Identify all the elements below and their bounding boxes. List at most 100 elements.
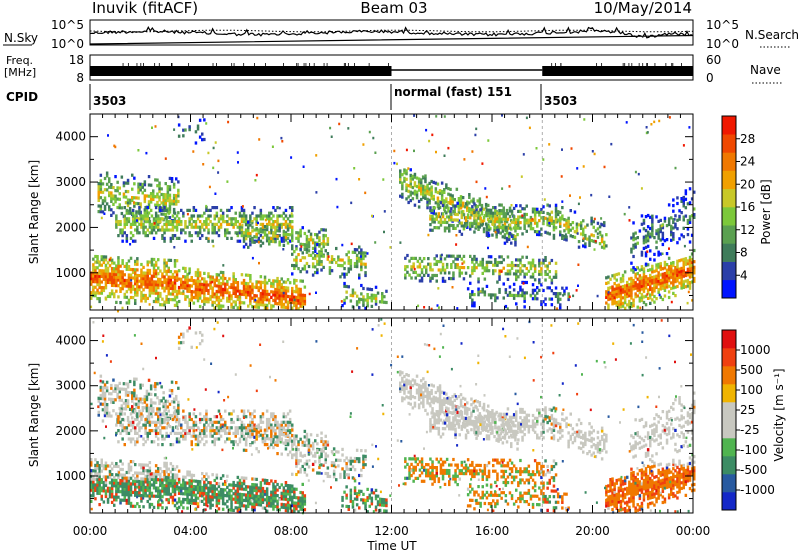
data-cell <box>236 295 240 299</box>
data-cell <box>596 232 599 235</box>
data-cell <box>320 228 323 232</box>
data-cell <box>194 293 198 297</box>
data-cell <box>247 485 250 489</box>
data-cell <box>519 272 522 276</box>
data-cell <box>230 217 233 221</box>
data-cell <box>628 294 631 298</box>
data-cell <box>203 222 206 226</box>
data-cell <box>146 274 149 278</box>
data-cell <box>508 285 512 289</box>
data-cell <box>188 287 191 291</box>
data-cell <box>341 304 344 308</box>
data-cell <box>473 219 476 223</box>
data-cell <box>129 482 133 486</box>
data-cell <box>188 498 191 502</box>
data-cell <box>362 143 365 146</box>
data-cell <box>291 234 294 238</box>
data-cell <box>517 275 520 279</box>
data-cell <box>268 231 271 235</box>
data-cell <box>270 504 273 508</box>
data-cell <box>676 276 679 280</box>
data-cell <box>452 277 455 281</box>
data-cell <box>244 273 248 277</box>
data-cell <box>121 479 124 483</box>
data-cell <box>129 290 133 294</box>
data-cell <box>149 192 153 196</box>
data-cell <box>259 286 263 290</box>
data-cell <box>173 270 177 274</box>
data-cell <box>623 284 627 288</box>
data-cell <box>504 212 508 216</box>
data-cell <box>110 281 114 285</box>
data-cell <box>431 220 434 224</box>
data-cell <box>121 467 124 472</box>
data-cell <box>577 284 579 287</box>
data-cell <box>165 295 168 299</box>
data-cell <box>485 228 489 232</box>
data-cell <box>483 277 487 281</box>
data-cell <box>462 277 466 281</box>
data-cell <box>632 238 635 242</box>
data-cell <box>94 477 97 481</box>
data-cell <box>259 503 263 507</box>
data-cell <box>159 294 162 298</box>
data-cell <box>272 220 275 224</box>
data-cell <box>101 201 105 206</box>
data-cell <box>230 297 233 301</box>
data-cell <box>175 487 179 491</box>
data-cell <box>301 491 304 495</box>
data-cell <box>657 274 660 278</box>
data-cell <box>140 282 143 286</box>
data-cell <box>291 206 294 210</box>
data-cell <box>672 226 675 230</box>
data-cell <box>103 391 107 395</box>
data-cell <box>493 228 496 232</box>
data-cell <box>119 270 122 274</box>
data-cell <box>422 190 425 194</box>
data-cell <box>232 483 235 487</box>
data-cell <box>494 211 497 215</box>
data-cell <box>228 508 231 512</box>
data-cell <box>636 288 639 292</box>
data-cell <box>651 298 654 302</box>
data-cell <box>150 283 154 287</box>
data-cell <box>351 250 355 254</box>
data-cell <box>642 284 646 288</box>
data-cell <box>137 182 140 186</box>
data-cell <box>672 198 675 202</box>
data-cell <box>226 214 229 218</box>
data-cell <box>196 502 200 506</box>
data-cell <box>171 284 175 288</box>
data-cell <box>221 271 225 275</box>
data-cell <box>605 244 608 248</box>
data-cell <box>536 297 539 301</box>
data-cell <box>150 274 154 278</box>
data-cell <box>226 228 229 232</box>
data-cell <box>192 487 196 491</box>
data-cell <box>554 206 558 210</box>
data-cell <box>309 232 313 236</box>
data-cell <box>157 472 160 476</box>
data-cell <box>221 496 225 500</box>
data-cell <box>644 240 648 244</box>
data-cell <box>544 216 547 220</box>
data-cell <box>280 299 283 303</box>
data-cell <box>128 209 132 213</box>
data-cell <box>527 269 531 273</box>
data-cell <box>630 302 633 306</box>
data-cell <box>544 270 547 274</box>
data-cell <box>124 189 128 194</box>
data-cell <box>270 479 273 483</box>
data-cell <box>288 297 292 302</box>
data-cell <box>649 257 652 261</box>
data-cell <box>646 263 650 267</box>
data-cell <box>259 239 263 243</box>
data-cell <box>251 288 254 292</box>
data-cell <box>519 261 522 265</box>
data-cell <box>355 265 359 269</box>
data-cell <box>544 272 547 276</box>
data-cell <box>165 498 168 502</box>
data-cell <box>125 211 129 215</box>
data-cell <box>523 207 526 211</box>
data-cell <box>542 288 545 293</box>
